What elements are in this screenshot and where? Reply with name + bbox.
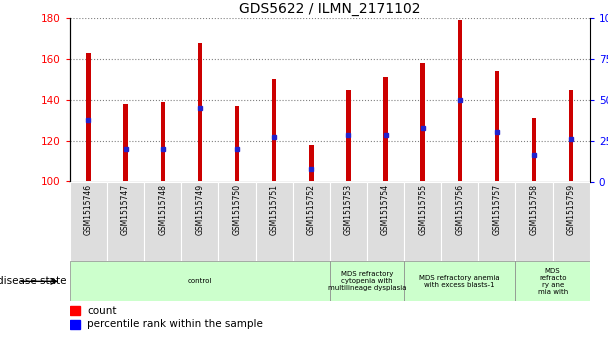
FancyBboxPatch shape xyxy=(404,182,441,261)
Bar xyxy=(346,90,351,182)
FancyBboxPatch shape xyxy=(107,182,144,261)
FancyBboxPatch shape xyxy=(516,182,553,261)
Text: percentile rank within the sample: percentile rank within the sample xyxy=(87,319,263,330)
Bar xyxy=(198,43,202,182)
Text: disease state: disease state xyxy=(0,276,67,286)
Bar xyxy=(458,20,462,182)
FancyBboxPatch shape xyxy=(144,182,181,261)
Bar xyxy=(309,145,314,182)
Bar xyxy=(70,320,80,329)
Text: GSM1515748: GSM1515748 xyxy=(158,184,167,235)
Text: GSM1515752: GSM1515752 xyxy=(307,184,316,235)
Bar xyxy=(272,79,277,182)
Bar xyxy=(532,118,536,182)
FancyBboxPatch shape xyxy=(330,261,404,301)
Bar xyxy=(383,77,388,182)
Text: GSM1515757: GSM1515757 xyxy=(492,184,502,235)
FancyBboxPatch shape xyxy=(292,182,330,261)
Bar xyxy=(421,63,425,182)
Text: GSM1515754: GSM1515754 xyxy=(381,184,390,235)
FancyBboxPatch shape xyxy=(255,182,292,261)
Text: MDS refractory
cytopenia with
multilineage dysplasia: MDS refractory cytopenia with multilinea… xyxy=(328,271,406,291)
Text: GSM1515756: GSM1515756 xyxy=(455,184,465,235)
Bar xyxy=(235,106,239,182)
Text: MDS
refracto
ry ane
mia with: MDS refracto ry ane mia with xyxy=(537,268,568,295)
Text: MDS refractory anemia
with excess blasts-1: MDS refractory anemia with excess blasts… xyxy=(420,275,500,288)
FancyBboxPatch shape xyxy=(70,182,107,261)
Text: GSM1515747: GSM1515747 xyxy=(121,184,130,235)
Bar xyxy=(495,71,499,182)
FancyBboxPatch shape xyxy=(70,261,330,301)
Text: GSM1515751: GSM1515751 xyxy=(269,184,278,235)
Text: GSM1515758: GSM1515758 xyxy=(530,184,539,235)
Bar xyxy=(161,102,165,182)
FancyBboxPatch shape xyxy=(441,182,478,261)
Text: GSM1515750: GSM1515750 xyxy=(232,184,241,235)
FancyBboxPatch shape xyxy=(404,261,516,301)
Bar xyxy=(123,104,128,182)
Title: GDS5622 / ILMN_2171102: GDS5622 / ILMN_2171102 xyxy=(239,2,421,16)
Bar xyxy=(86,53,91,181)
FancyBboxPatch shape xyxy=(218,182,255,261)
Text: GSM1515749: GSM1515749 xyxy=(195,184,204,235)
Bar xyxy=(569,90,573,182)
Text: control: control xyxy=(188,278,212,284)
Text: GSM1515755: GSM1515755 xyxy=(418,184,427,235)
FancyBboxPatch shape xyxy=(553,182,590,261)
FancyBboxPatch shape xyxy=(478,182,516,261)
Text: count: count xyxy=(87,306,117,315)
Text: GSM1515753: GSM1515753 xyxy=(344,184,353,235)
FancyBboxPatch shape xyxy=(181,182,218,261)
FancyBboxPatch shape xyxy=(516,261,590,301)
Text: GSM1515759: GSM1515759 xyxy=(567,184,576,235)
Bar xyxy=(70,306,80,315)
Text: GSM1515746: GSM1515746 xyxy=(84,184,93,235)
FancyBboxPatch shape xyxy=(330,182,367,261)
FancyBboxPatch shape xyxy=(367,182,404,261)
